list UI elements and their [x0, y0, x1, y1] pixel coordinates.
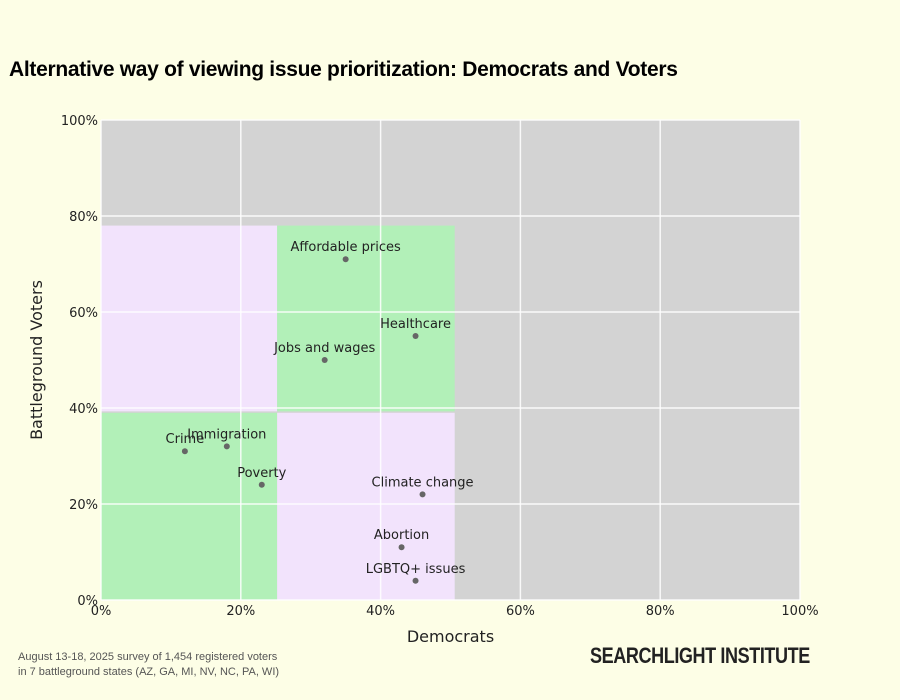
data-label: Immigration	[187, 427, 266, 442]
y-tick-label: 20%	[69, 498, 98, 513]
data-point	[398, 544, 405, 551]
source-note-line-2: in 7 battleground states (AZ, GA, MI, NV…	[18, 666, 280, 678]
y-tick-label: 60%	[69, 306, 98, 321]
data-label: Poverty	[237, 466, 286, 481]
source-note-line-1: August 13-18, 2025 survey of 1,454 regis…	[18, 651, 278, 663]
data-point	[412, 333, 419, 339]
y-tick-label: 100%	[61, 114, 98, 129]
data-point	[419, 491, 426, 498]
y-tick-label: 80%	[69, 210, 98, 225]
data-point	[321, 357, 328, 363]
data-label: Healthcare	[380, 317, 451, 332]
quadrant-region-2	[101, 412, 278, 600]
y-axis-label: Battleground Voters	[27, 280, 46, 440]
chart-title: Alternative way of viewing issue priorit…	[9, 58, 678, 81]
x-tick-label: 60%	[506, 604, 535, 619]
x-tick-label: 40%	[366, 604, 395, 619]
data-label: Climate change	[372, 475, 474, 490]
y-tick-label: 40%	[69, 402, 98, 417]
source-note: August 13-18, 2025 survey of 1,454 regis…	[18, 650, 279, 680]
quadrant-region-1	[277, 225, 455, 412]
data-point	[342, 256, 349, 263]
x-axis-label: Democrats	[407, 627, 494, 646]
searchlight-logo: SEARCHLIGHT INSTITUTE	[590, 643, 810, 668]
data-point	[258, 481, 265, 488]
data-point	[223, 443, 230, 450]
data-label: Affordable prices	[291, 240, 401, 255]
data-point	[181, 448, 188, 455]
x-tick-label: 0%	[91, 604, 112, 619]
quadrant-region-0	[101, 225, 278, 412]
data-label: Jobs and wages	[273, 341, 375, 356]
data-label: LGBTQ+ issues	[366, 562, 466, 577]
x-tick-label: 100%	[781, 604, 818, 619]
quadrant-region-3	[277, 412, 455, 600]
data-label: Abortion	[374, 528, 429, 543]
x-tick-label: 20%	[226, 604, 255, 619]
y-tick-label: 0%	[77, 594, 98, 609]
data-label: Crime	[166, 432, 205, 447]
data-point	[412, 577, 419, 584]
x-tick-label: 80%	[646, 604, 675, 619]
